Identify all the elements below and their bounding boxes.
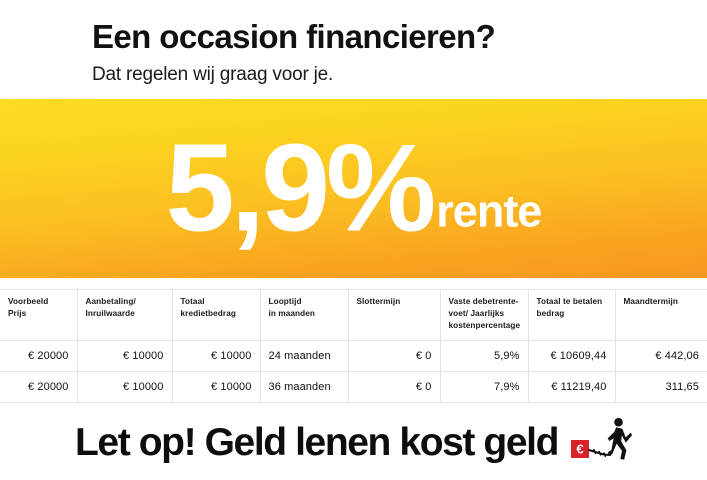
cell-voorbeeld-prijs: € 20000 bbox=[0, 340, 78, 372]
table-row: € 20000 € 10000 € 10000 36 maanden € 0 7… bbox=[0, 371, 707, 403]
rates-table-wrapper: Voorbeeld Prijs Aanbetaling/ Inruilwaard… bbox=[0, 289, 707, 403]
euro-symbol: € bbox=[576, 442, 583, 457]
column-header-rentevoet: Vaste debetrente- voet/ Jaarlijks kosten… bbox=[439, 289, 529, 341]
rate-banner-content: 5,9% rente bbox=[0, 119, 707, 257]
column-header-looptijd: Looptijd in maanden bbox=[259, 289, 349, 341]
page-subtitle: Dat regelen wij graag voor je. bbox=[92, 63, 334, 85]
header-block: Een occasion financieren? Dat regelen wi… bbox=[0, 0, 707, 87]
cell-maandtermijn: 311,65 bbox=[614, 371, 707, 403]
table-row: € 20000 € 10000 € 10000 24 maanden € 0 5… bbox=[0, 340, 707, 372]
cell-looptijd: 36 maanden bbox=[259, 371, 349, 403]
man-dragging-euro-block-icon: € bbox=[571, 417, 632, 460]
rates-table: Voorbeeld Prijs Aanbetaling/ Inruilwaard… bbox=[0, 289, 707, 403]
cell-slottermijn: € 0 bbox=[347, 340, 441, 372]
column-header-voorbeeld-prijs: Voorbeeld Prijs bbox=[0, 289, 78, 341]
cell-looptijd: 24 maanden bbox=[259, 340, 349, 372]
chain-links-icon bbox=[593, 448, 607, 458]
credit-warning-logo: € bbox=[570, 417, 632, 463]
cell-rentevoet: 7,9% bbox=[439, 371, 529, 403]
cell-rentevoet: 5,9% bbox=[439, 340, 529, 372]
walking-figure-icon bbox=[607, 417, 632, 460]
credit-warning-text: Let op! Geld lenen kost geld bbox=[74, 420, 559, 464]
cell-aanbetaling: € 10000 bbox=[76, 340, 173, 372]
column-header-kredietbedrag: Totaal kredietbedrag bbox=[171, 289, 261, 341]
page-title: Een occasion financieren? bbox=[92, 18, 496, 55]
cell-totaal-te-betalen: € 11219,40 bbox=[527, 371, 616, 403]
interest-rate-label: rente bbox=[436, 185, 542, 236]
interest-rate-value: 5,9% bbox=[165, 119, 437, 257]
column-header-slottermijn: Slottermijn bbox=[347, 289, 441, 341]
column-header-maandtermijn: Maandtermijn bbox=[614, 289, 707, 341]
column-header-aanbetaling: Aanbetaling/ Inruilwaarde bbox=[76, 289, 173, 341]
cell-slottermijn: € 0 bbox=[347, 371, 441, 403]
table-header-row: Voorbeeld Prijs Aanbetaling/ Inruilwaard… bbox=[0, 289, 707, 341]
cell-aanbetaling: € 10000 bbox=[76, 371, 173, 403]
cell-totaal-te-betalen: € 10609,44 bbox=[527, 340, 616, 372]
column-header-totaal-te-betalen: Totaal te betalen bedrag bbox=[527, 289, 616, 341]
credit-warning-block: Let op! Geld lenen kost geld € bbox=[0, 412, 707, 472]
rate-banner: 5,9% rente bbox=[0, 99, 707, 278]
cell-kredietbedrag: € 10000 bbox=[171, 340, 261, 372]
euro-block-icon bbox=[571, 440, 589, 458]
cell-voorbeeld-prijs: € 20000 bbox=[0, 371, 78, 403]
cell-maandtermijn: € 442,06 bbox=[614, 340, 707, 372]
cell-kredietbedrag: € 10000 bbox=[171, 371, 261, 403]
